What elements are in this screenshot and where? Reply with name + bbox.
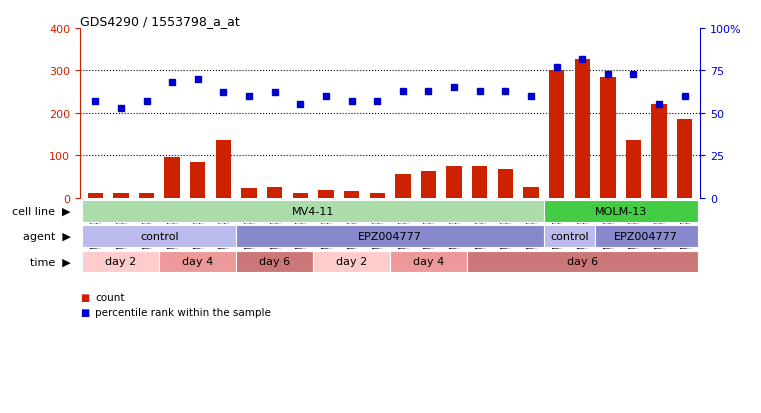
Bar <box>395 175 410 198</box>
Text: MOLM-13: MOLM-13 <box>594 206 647 216</box>
Bar <box>595 226 698 247</box>
Text: ■: ■ <box>80 292 89 302</box>
Bar <box>88 193 103 198</box>
Text: percentile rank within the sample: percentile rank within the sample <box>95 307 271 317</box>
Text: day 4: day 4 <box>182 257 213 267</box>
Bar <box>82 226 236 247</box>
Bar <box>190 162 205 198</box>
Bar <box>626 141 642 198</box>
Text: day 6: day 6 <box>567 257 598 267</box>
Text: EPZ004777: EPZ004777 <box>358 232 422 242</box>
Bar <box>467 251 698 273</box>
Bar <box>344 192 359 198</box>
Bar <box>524 188 539 198</box>
Bar <box>236 226 544 247</box>
Text: cell line  ▶: cell line ▶ <box>12 206 71 216</box>
Bar <box>472 166 487 198</box>
Bar <box>215 141 231 198</box>
Bar <box>549 71 565 198</box>
Text: agent  ▶: agent ▶ <box>23 232 71 242</box>
Bar <box>113 194 129 198</box>
Bar <box>318 191 333 198</box>
Bar <box>600 78 616 198</box>
Bar <box>677 120 693 198</box>
Bar <box>82 251 159 273</box>
Text: control: control <box>140 232 179 242</box>
Bar <box>651 105 667 198</box>
Bar <box>293 194 308 198</box>
Text: day 2: day 2 <box>105 257 136 267</box>
Bar <box>447 166 462 198</box>
Bar <box>82 201 544 222</box>
Text: ■: ■ <box>80 307 89 317</box>
Bar <box>267 188 282 198</box>
Bar <box>139 193 154 198</box>
Text: day 4: day 4 <box>412 257 444 267</box>
Text: MV4-11: MV4-11 <box>292 206 334 216</box>
Text: EPZ004777: EPZ004777 <box>614 232 678 242</box>
Bar <box>370 193 385 198</box>
Text: count: count <box>95 292 125 302</box>
Text: time  ▶: time ▶ <box>30 257 71 267</box>
Text: day 2: day 2 <box>336 257 368 267</box>
Bar <box>236 251 313 273</box>
Text: GDS4290 / 1553798_a_at: GDS4290 / 1553798_a_at <box>80 15 240 28</box>
Bar <box>164 158 180 198</box>
Text: day 6: day 6 <box>260 257 290 267</box>
Bar <box>241 189 256 198</box>
Bar <box>544 201 698 222</box>
Bar <box>159 251 236 273</box>
Bar <box>575 59 590 198</box>
Bar <box>421 172 436 198</box>
Bar <box>544 226 595 247</box>
Bar <box>498 169 513 198</box>
Text: control: control <box>550 232 589 242</box>
Bar <box>313 251 390 273</box>
Bar <box>390 251 467 273</box>
